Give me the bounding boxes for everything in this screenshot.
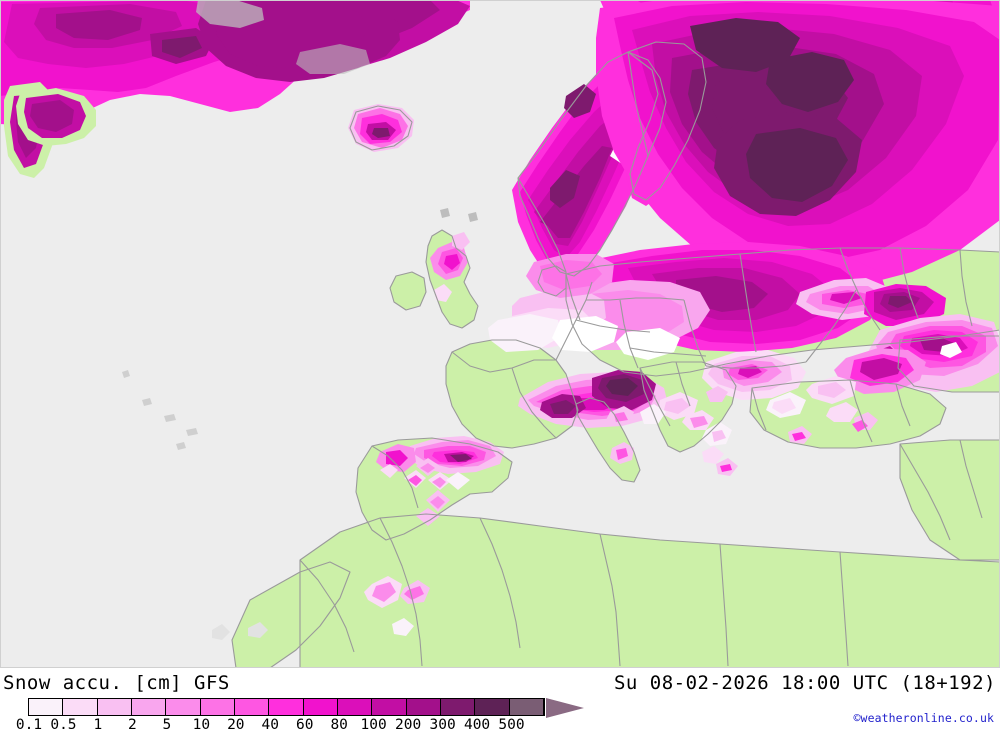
legend-tick-labels: 0.1 0.5 1 2 5 10 20 40 60 80 100 200 300 400 500 xyxy=(16,717,588,733)
map-canvas xyxy=(0,0,1000,668)
legend-tick-80: 80 xyxy=(330,717,348,733)
map-title: Snow accu. [cm] GFS xyxy=(3,672,230,694)
legend-tick-40: 40 xyxy=(261,717,279,733)
legend-swatch-5 xyxy=(166,699,201,715)
legend-swatch-0.5 xyxy=(63,699,98,715)
legend-tick-5: 5 xyxy=(162,717,172,733)
legend-swatch-20 xyxy=(234,699,270,715)
legend-swatch-0.1 xyxy=(29,699,64,715)
legend-swatch-10 xyxy=(200,699,235,715)
copyright-notice: ©weatheronline.co.uk xyxy=(853,711,994,725)
legend-tick-20: 20 xyxy=(227,717,245,733)
legend-swatch-40 xyxy=(269,699,304,715)
legend-swatch-300 xyxy=(440,699,476,715)
legend-tick-500: 500 xyxy=(498,717,525,733)
legend-tick-0.5: 0.5 xyxy=(50,717,77,733)
legend-swatch-400 xyxy=(475,699,510,715)
legend-tick-60: 60 xyxy=(295,717,314,733)
map-footer: Snow accu. [cm] GFS Su 08-02-2026 18:00 … xyxy=(0,668,1000,733)
weather-map[interactable] xyxy=(0,0,1000,668)
legend-tick-1: 1 xyxy=(93,717,103,733)
legend-swatch-2 xyxy=(131,699,167,715)
legend-tick-100: 100 xyxy=(360,717,387,733)
legend-tick-0.1: 0.1 xyxy=(15,717,43,733)
legend-swatch-80 xyxy=(337,699,373,715)
legend-tick-10: 10 xyxy=(192,717,211,733)
color-scale-legend[interactable]: 0.1 0.5 1 2 5 10 20 40 60 80 100 200 300 400 500 xyxy=(16,698,588,733)
legend-swatch-60 xyxy=(303,699,338,715)
legend-tick-2: 2 xyxy=(128,717,137,733)
legend-tick-400: 400 xyxy=(463,717,491,733)
legend-swatch-100 xyxy=(372,699,407,715)
legend-color-bar xyxy=(28,698,585,718)
forecast-valid-time: Su 08-02-2026 18:00 UTC (18+192) xyxy=(613,672,996,694)
legend-tick-300: 300 xyxy=(429,717,456,733)
legend-swatch-1 xyxy=(97,699,132,715)
legend-overflow-arrow xyxy=(546,698,584,718)
legend-swatch-500 xyxy=(509,699,544,715)
coastline-border-layer xyxy=(231,41,1000,668)
legend-tick-200: 200 xyxy=(395,717,422,733)
snow-accumulation-field xyxy=(0,0,1000,640)
legend-swatch-200 xyxy=(406,699,441,715)
